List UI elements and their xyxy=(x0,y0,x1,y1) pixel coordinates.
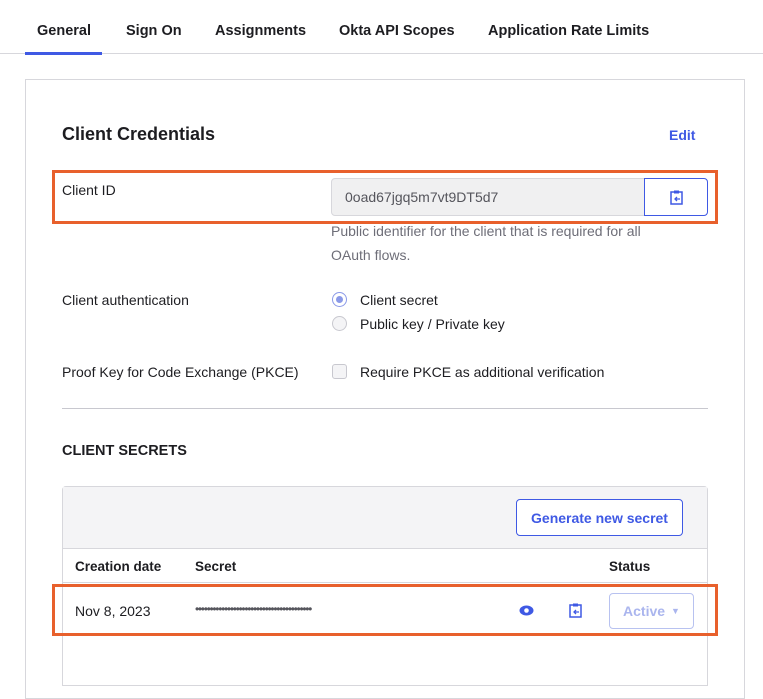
highlight-client-id xyxy=(52,170,718,224)
client-id-help: Public identifier for the client that is… xyxy=(331,223,641,263)
client-secrets-title: CLIENT SECRETS xyxy=(62,443,187,459)
public-key-option: Public key / Private key xyxy=(360,316,505,332)
copy-secret-icon[interactable] xyxy=(569,603,582,618)
generate-new-secret-button[interactable]: Generate new secret xyxy=(516,499,683,536)
client-secret-option: Client secret xyxy=(360,292,438,308)
active-tab-indicator xyxy=(25,52,102,55)
divider xyxy=(62,408,708,409)
radio-client-secret[interactable] xyxy=(332,292,347,307)
edit-button[interactable]: Edit xyxy=(669,127,696,143)
status-dropdown[interactable]: Active ▼ xyxy=(609,593,694,629)
tab-sign-on[interactable]: Sign On xyxy=(126,23,182,39)
tab-divider xyxy=(0,53,763,54)
header-divider xyxy=(62,582,708,583)
copy-client-id-button[interactable] xyxy=(644,178,708,216)
chevron-down-icon: ▼ xyxy=(671,606,680,616)
column-status: Status xyxy=(609,559,651,574)
pkce-label: Proof Key for Code Exchange (PKCE) xyxy=(62,364,299,380)
column-creation-date: Creation date xyxy=(75,559,162,574)
tab-general[interactable]: General xyxy=(37,23,91,39)
column-secret: Secret xyxy=(195,559,237,574)
tab-assignments[interactable]: Assignments xyxy=(215,23,307,39)
secret-creation-date: Nov 8, 2023 xyxy=(75,603,151,619)
client-auth-label: Client authentication xyxy=(62,292,189,308)
pkce-checkbox[interactable] xyxy=(332,364,347,379)
client-id-label: Client ID xyxy=(62,182,116,198)
section-title: Client Credentials xyxy=(62,124,216,144)
radio-public-key[interactable] xyxy=(332,316,347,331)
eye-icon[interactable] xyxy=(519,605,534,616)
client-id-field[interactable]: 0oad67jgq5m7vt9DT5d7 xyxy=(331,178,645,216)
clipboard-icon xyxy=(669,190,683,205)
tab-okta-api-scopes[interactable]: Okta API Scopes xyxy=(339,23,455,39)
secrets-table xyxy=(62,486,708,686)
status-value: Active xyxy=(623,603,666,619)
highlight-secret-row xyxy=(52,584,718,636)
secret-value-masked: •••••••••••••••••••••••••••••••••••••••• xyxy=(195,602,312,616)
tab-application-rate-limits[interactable]: Application Rate Limits xyxy=(488,23,650,39)
pkce-option: Require PKCE as additional verification xyxy=(360,364,605,380)
